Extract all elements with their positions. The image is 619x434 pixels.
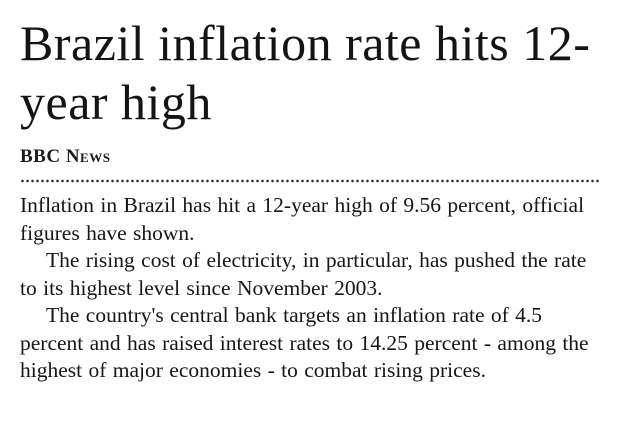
article-paragraph: Inflation in Brazil has hit a 12-year hi… — [20, 193, 585, 245]
news-article: Brazil inflation rate hits 12-year high … — [20, 15, 599, 385]
article-paragraph: The country's central bank targets an in… — [20, 303, 589, 383]
article-paragraph: The rising cost of electricity, in parti… — [20, 248, 587, 300]
article-headline: Brazil inflation rate hits 12-year high — [20, 15, 591, 130]
dotted-divider — [20, 178, 599, 184]
article-byline: BBC News — [20, 146, 111, 167]
article-body: Inflation in Brazil has hit a 12-year hi… — [20, 192, 599, 385]
